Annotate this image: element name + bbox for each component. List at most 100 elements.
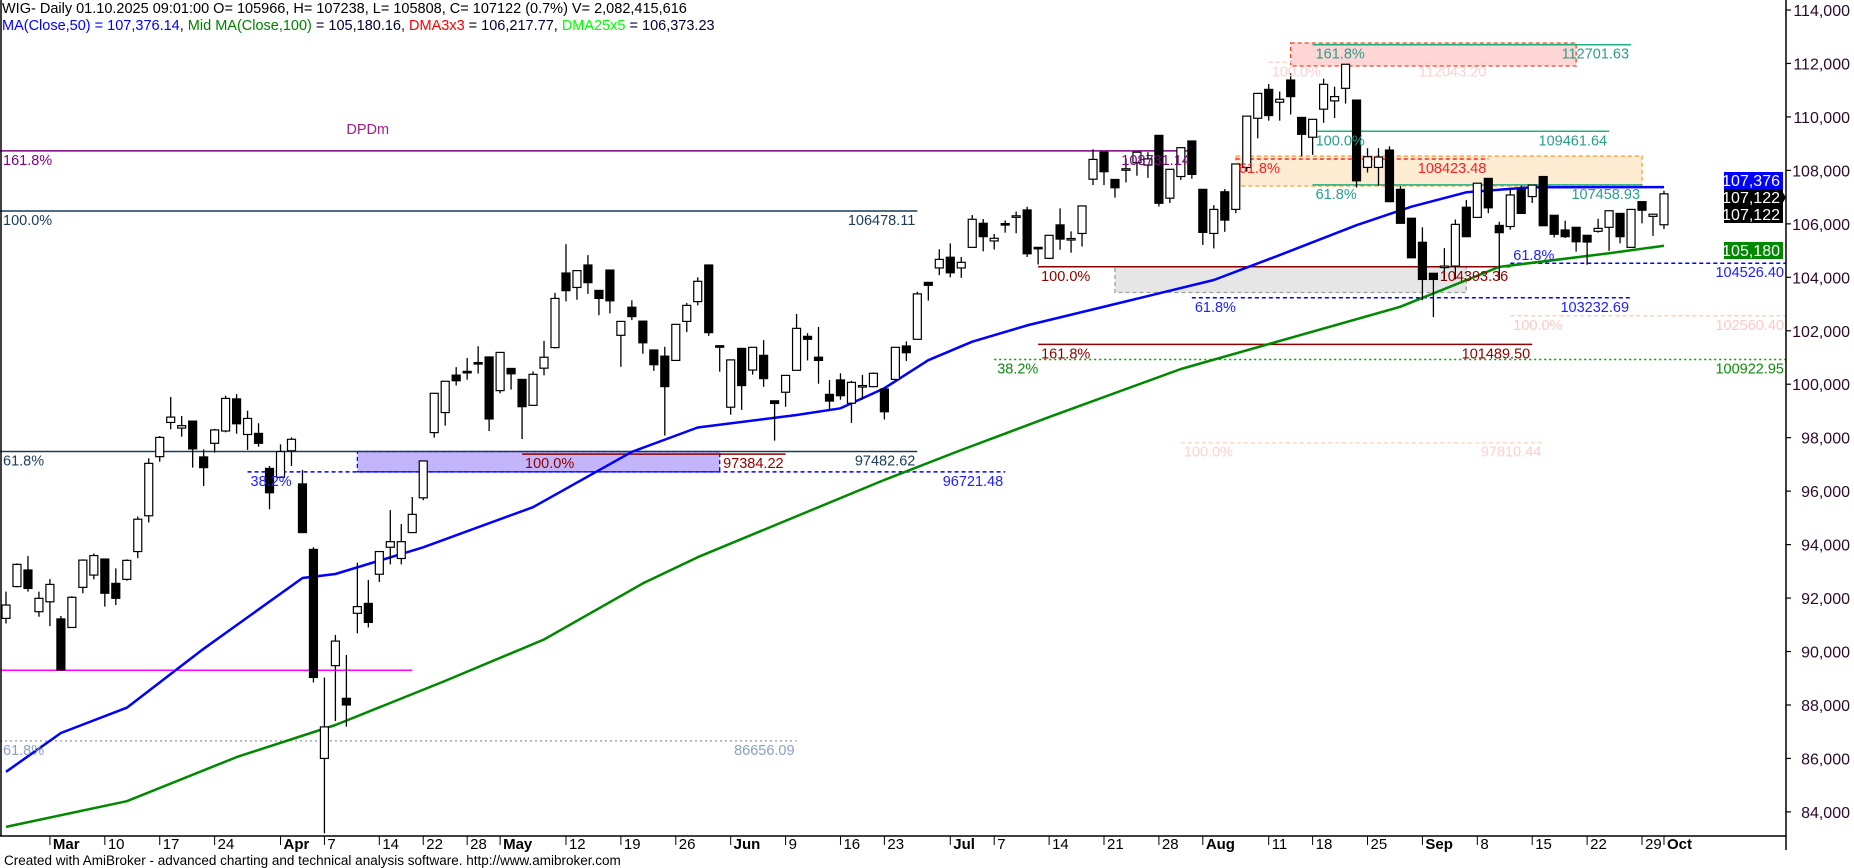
candle <box>561 244 571 302</box>
candle <box>1472 182 1482 219</box>
y-tick-label: 114,000 <box>1793 3 1850 20</box>
indicator-segment: = 106,217.77, <box>464 18 562 34</box>
candle <box>704 264 714 336</box>
candle-body-up <box>780 374 791 393</box>
candle <box>1220 189 1230 232</box>
indicator-segment: Mid MA(Close,100) <box>187 18 312 34</box>
candle <box>221 395 231 433</box>
candle <box>956 256 966 278</box>
x-tick-label: 7 <box>327 836 335 853</box>
candle-body-down <box>704 264 714 334</box>
y-axis: 84,000 86,000 88,000 90,000 92,000 94,000 96,0… <box>1786 3 1850 822</box>
candle-body-up <box>791 327 802 371</box>
candle <box>1253 92 1263 139</box>
candle <box>1264 84 1274 121</box>
x-tick-label: 7 <box>997 836 1005 853</box>
candle <box>396 524 406 565</box>
last-value-marker <box>1724 172 1783 189</box>
candle <box>297 470 308 534</box>
fib-level-price: 97810.44 <box>1481 445 1541 461</box>
last-value-text: 107,376 <box>1722 173 1780 190</box>
candle <box>1198 188 1208 245</box>
candle-body-up <box>967 218 977 248</box>
candle-body-down <box>1110 178 1120 189</box>
x-tick-label: Sep <box>1425 836 1453 853</box>
candle <box>253 423 264 447</box>
fib-zones <box>356 42 1643 473</box>
candle-body-down <box>1582 234 1592 243</box>
x-tick-label: Oct <box>1667 836 1692 853</box>
candle <box>594 289 604 316</box>
x-tick-label: 14 <box>1052 836 1069 853</box>
candle-body-down <box>264 467 275 494</box>
candle <box>539 340 549 376</box>
chart-frame <box>0 0 1787 850</box>
candle-body-up <box>989 237 999 242</box>
candle-body-down <box>363 602 373 623</box>
candle-body-up <box>1 604 11 619</box>
fib-level-percent: 61.8% <box>3 454 44 470</box>
candle-body-down <box>23 569 33 590</box>
candle <box>1637 201 1647 224</box>
x-tick-label: 17 <box>163 836 180 853</box>
candle <box>1 591 11 624</box>
candle <box>1176 147 1186 181</box>
candle <box>352 562 362 634</box>
candle-body-up <box>912 293 922 340</box>
candle-body-up <box>45 583 55 603</box>
candle <box>1340 63 1351 104</box>
candle-body-up <box>286 438 297 452</box>
indicator-values-line: MA(Close,50) = 107,376.14, Mid MA(Close,… <box>2 18 715 34</box>
y-tick-label: 104,000 <box>1792 270 1850 287</box>
candle-body-up <box>1329 96 1340 102</box>
candle-body-up <box>934 258 944 269</box>
candle <box>188 420 198 468</box>
candle <box>572 270 582 300</box>
candle <box>1516 185 1526 215</box>
fib-level-price: 108731.14 <box>1121 153 1190 169</box>
candle-body-down <box>1428 272 1439 281</box>
candle-body-down <box>605 269 615 302</box>
candle-body-up <box>539 356 549 369</box>
candle-body-up <box>1318 83 1329 110</box>
candle-body-down <box>1264 88 1274 117</box>
fib-zone <box>1290 42 1577 67</box>
indicator-segment: DMA25x5 <box>561 18 626 34</box>
candle <box>1648 213 1658 236</box>
x-tick-label: Jun <box>734 836 761 853</box>
candle <box>275 444 286 478</box>
candle <box>451 367 461 386</box>
candle-body-up <box>1593 227 1603 232</box>
candle-body-up <box>1088 158 1098 180</box>
candle <box>1154 134 1164 207</box>
candle <box>868 372 879 388</box>
candle <box>1494 221 1504 280</box>
candle-body-up <box>956 261 966 269</box>
candle-body-up <box>275 450 286 478</box>
fib-level-percent: 161.8% <box>1316 47 1365 63</box>
candle-body-down <box>1099 151 1109 173</box>
x-tick-label: 14 <box>382 836 399 853</box>
candle-body-down <box>1461 206 1471 238</box>
candle <box>780 374 791 407</box>
fib-level-percent: 100.0% <box>3 213 52 229</box>
candle <box>242 410 253 450</box>
y-tick-label: 100,000 <box>1792 377 1850 394</box>
candle <box>166 397 176 430</box>
footer-credit: Created with AmiBroker - advanced charti… <box>4 853 621 868</box>
candle <box>341 654 351 727</box>
y-tick-label: 84,000 <box>1801 805 1850 822</box>
candle-body-up <box>1066 237 1076 241</box>
candle-body-down <box>1637 201 1647 211</box>
candle <box>769 400 780 441</box>
candle <box>1615 212 1625 244</box>
candle <box>177 416 187 437</box>
candle-body-up <box>221 397 231 432</box>
candle-body-down <box>1220 191 1230 221</box>
candle-body-down <box>813 356 824 362</box>
candle-body-down <box>660 355 670 388</box>
y-tick-label: 90,000 <box>1801 645 1850 662</box>
candle <box>1000 220 1010 233</box>
